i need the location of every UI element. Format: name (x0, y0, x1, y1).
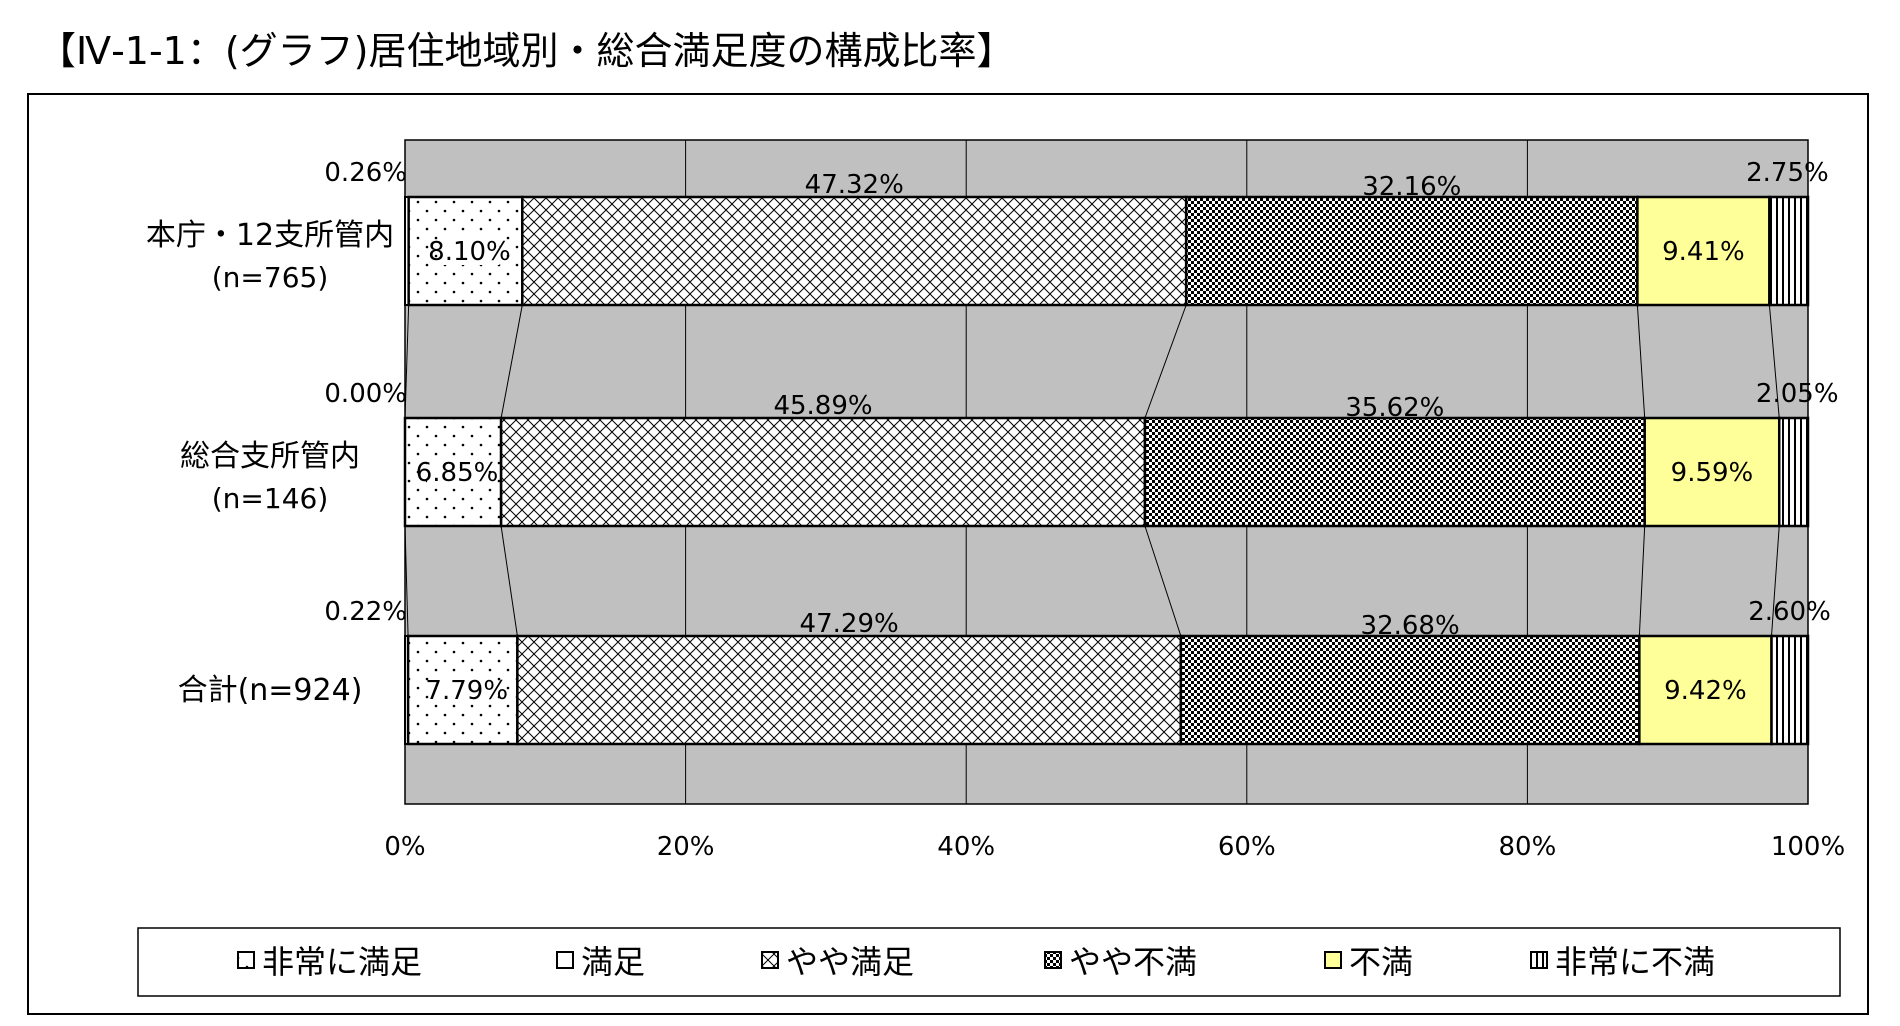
data-label: 6.85% (416, 458, 499, 488)
data-label: 2.75% (1746, 158, 1829, 188)
legend-swatch (1530, 951, 1548, 969)
data-label: 0.22% (324, 597, 407, 627)
x-tick-label: 40% (937, 832, 995, 862)
series-line (1771, 525, 1780, 637)
data-label: 32.16% (1362, 172, 1461, 202)
data-label-bg (436, 674, 497, 704)
x-tick-label: 0% (384, 832, 425, 862)
category-label: 本庁・12支所管内 (146, 218, 394, 253)
legend-box (137, 927, 1841, 997)
data-label: 9.42% (1664, 676, 1747, 706)
category-label: 合計(n=924) (178, 673, 363, 708)
bar-segment-不満 (1636, 195, 1771, 307)
data-label: 45.89% (773, 391, 872, 421)
bar-segment-不満 (1643, 416, 1781, 528)
data-label: 0.00% (324, 379, 407, 409)
series-line (1144, 525, 1182, 637)
data-label: 9.59% (1671, 458, 1754, 488)
series-line (404, 304, 410, 419)
data-label-bg (427, 456, 488, 486)
data-label-bg (439, 235, 500, 265)
series-line (500, 304, 523, 419)
data-label: 8.10% (428, 237, 511, 267)
legend-swatch (237, 951, 255, 969)
chart-frame (27, 93, 1869, 1015)
series-line (1144, 304, 1187, 419)
legend-label: やや不満 (1069, 943, 1197, 981)
bar-segment-やや不満 (1770, 634, 1810, 746)
data-label: 2.05% (1756, 379, 1839, 409)
data-label: 35.62% (1345, 393, 1444, 423)
data-label: 7.79% (425, 676, 508, 706)
legend-swatch (1044, 951, 1062, 969)
x-tick-label: 100% (1771, 832, 1845, 862)
bar-segment-やや満足 (1184, 195, 1639, 307)
legend-swatch (556, 951, 574, 969)
x-tick-label: 60% (1218, 832, 1276, 862)
bar-segment-満足 (521, 195, 1188, 307)
category-count: (n=146) (212, 482, 329, 515)
series-line (1768, 304, 1780, 419)
series-line (404, 525, 409, 637)
x-tick-label: 80% (1499, 832, 1557, 862)
data-label: 2.60% (1748, 597, 1831, 627)
data-label: 47.32% (805, 170, 904, 200)
page-title: 【Ⅳ-1-1：(グラフ)居住地域別・総合満足度の構成比率】 (38, 29, 1015, 73)
data-label: 47.29% (800, 609, 899, 639)
bar-segment-満足 (516, 634, 1183, 746)
legend-label: 非常に満足 (262, 943, 422, 981)
bar-segment-やや不満 (1768, 195, 1810, 307)
legend-label: 非常に不満 (1555, 943, 1715, 981)
x-tick-label: 20% (657, 832, 715, 862)
category-count: (n=765) (212, 261, 329, 294)
data-label: 0.26% (324, 158, 407, 188)
legend-swatch (1324, 951, 1342, 969)
legend-label: やや満足 (786, 943, 914, 981)
bar-segment-やや満足 (1179, 634, 1641, 746)
legend-label: 満足 (581, 943, 645, 981)
bar-segment-やや不満 (1777, 416, 1810, 528)
bar-segment-やや満足 (1143, 416, 1646, 528)
bar-segment-不満 (1638, 634, 1773, 746)
series-line (500, 525, 518, 637)
bar-segment-満足 (499, 416, 1147, 528)
category-label: 総合支所管内 (180, 439, 360, 474)
series-line (1636, 304, 1646, 419)
series-line (1638, 525, 1646, 637)
data-label: 32.68% (1361, 611, 1460, 641)
legend-swatch (761, 951, 779, 969)
legend-label: 不満 (1349, 943, 1413, 981)
data-label: 9.41% (1662, 237, 1745, 267)
